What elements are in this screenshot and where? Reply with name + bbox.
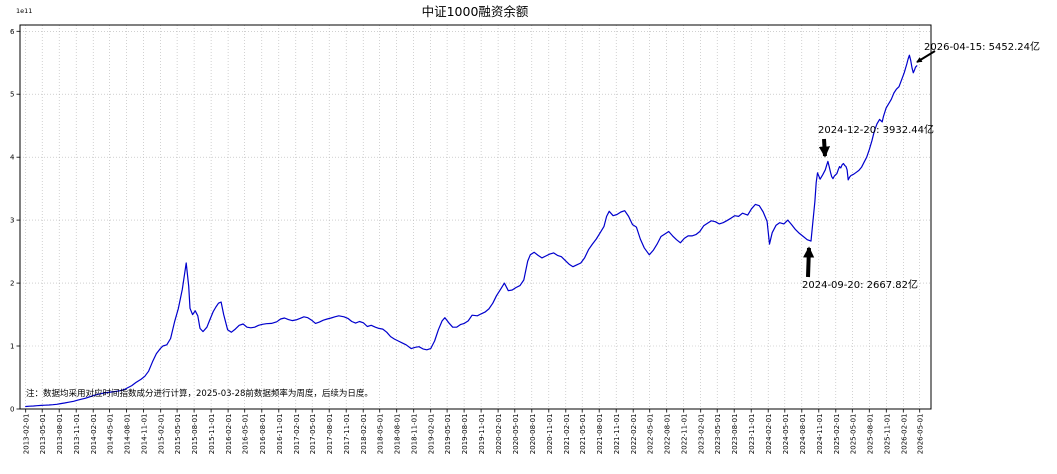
x-tick-label: 2022-02-01 [630,414,638,455]
x-tick-label: 2013-11-01 [73,414,81,455]
y-tick-label: 6 [10,28,15,36]
x-tick-label: 2024-08-01 [799,414,807,455]
x-tick-label: 2023-02-01 [698,414,706,455]
x-tick-label: 2014-05-01 [107,414,115,455]
x-tick-label: 2015-05-01 [174,414,182,455]
x-tick-label: 2013-08-01 [56,414,64,455]
x-tick-label: 2015-11-01 [208,414,216,455]
x-tick-label: 2018-08-01 [394,414,402,455]
y-tick-label: 4 [10,154,15,162]
x-tick-label: 2021-02-01 [563,414,571,455]
x-tick-label: 2025-11-01 [883,414,891,455]
x-tick-label: 2013-02-01 [23,414,31,455]
x-tick-label: 2018-02-01 [360,414,368,455]
x-tick-label: 2026-05-01 [917,414,925,455]
x-tick-label: 2024-02-01 [765,414,773,455]
x-tick-label: 2016-08-01 [259,414,267,455]
x-tick-label: 2018-05-01 [377,414,385,455]
x-tick-label: 2014-11-01 [141,414,149,455]
x-tick-label: 2017-05-01 [309,414,317,455]
x-tick-label: 2016-05-01 [242,414,250,455]
x-tick-label: 2015-08-01 [191,414,199,455]
x-tick-label: 2021-08-01 [596,414,604,455]
y-tick-label: 2 [10,280,14,288]
x-tick-label: 2016-02-01 [225,414,233,455]
annotation-label: 2024-12-20: 3932.44亿 [818,123,934,136]
x-tick-label: 2020-02-01 [495,414,503,455]
plot-border [19,24,932,410]
y-tick-label: 3 [10,217,14,225]
footnote: 注：数据均采用对应时间指数成分进行计算，2025-03-28前数据频率为周度，后… [26,388,373,399]
x-tick-label: 2023-05-01 [714,414,722,455]
x-tick-label: 2019-11-01 [478,414,486,455]
x-tick-label: 2021-05-01 [579,414,587,455]
y-tick-label: 0 [10,406,14,414]
x-tick-label: 2014-08-01 [124,414,132,455]
x-tick-label: 2013-05-01 [39,414,47,455]
x-tick-label: 2024-11-01 [816,414,824,455]
x-tick-label: 2025-02-01 [833,414,841,455]
x-tick-label: 2025-08-01 [866,414,874,455]
x-tick-label: 2020-05-01 [512,414,520,455]
x-tick-label: 2026-02-01 [900,414,908,455]
y-axis-offset-label: 1e11 [16,7,32,15]
x-tick-label: 2022-05-01 [647,414,655,455]
x-tick-label: 2025-05-01 [849,414,857,455]
y-tick-label: 5 [10,91,14,99]
x-tick-label: 2022-11-01 [681,414,689,455]
plot-area: 2013-02-01 2013-05-01 2013-08-01 2013-11-01… [10,24,1040,455]
x-tick-label: 2014-02-01 [90,414,98,455]
x-tick-label: 2015-02-01 [158,414,166,455]
x-tick-label: 2023-08-01 [731,414,739,455]
chart-title: 中证1000融资余额 [422,4,529,19]
x-tick-label: 2017-02-01 [293,414,301,455]
x-tick-label: 2020-11-01 [546,414,554,455]
annotation-arrow-icon [803,246,815,278]
annotation-arrow-icon [818,138,831,158]
annotation-arrow-icon [916,50,936,63]
x-tick-label: 2022-08-01 [664,414,672,455]
x-tick-label: 2016-11-01 [276,414,284,455]
x-tick-label: 2017-08-01 [326,414,334,455]
x-tick-label: 2019-08-01 [461,414,469,455]
x-tick-label: 2021-11-01 [613,414,621,455]
annotation-label: 2026-04-15: 5452.24亿 [924,40,1040,53]
x-tick-label: 2020-08-01 [529,414,537,455]
annotation-label: 2024-09-20: 2667.82亿 [802,278,918,291]
series-line-margin-balance [25,54,918,408]
x-tick-label: 2017-11-01 [343,414,351,455]
x-tick-label: 2019-02-01 [428,414,436,455]
x-tick-label: 2024-05-01 [782,414,790,455]
x-tick-label: 2023-11-01 [748,414,756,455]
x-tick-label: 2018-11-01 [411,414,419,455]
y-tick-label: 1 [10,343,14,351]
x-tick-label: 2019-05-01 [444,414,452,455]
